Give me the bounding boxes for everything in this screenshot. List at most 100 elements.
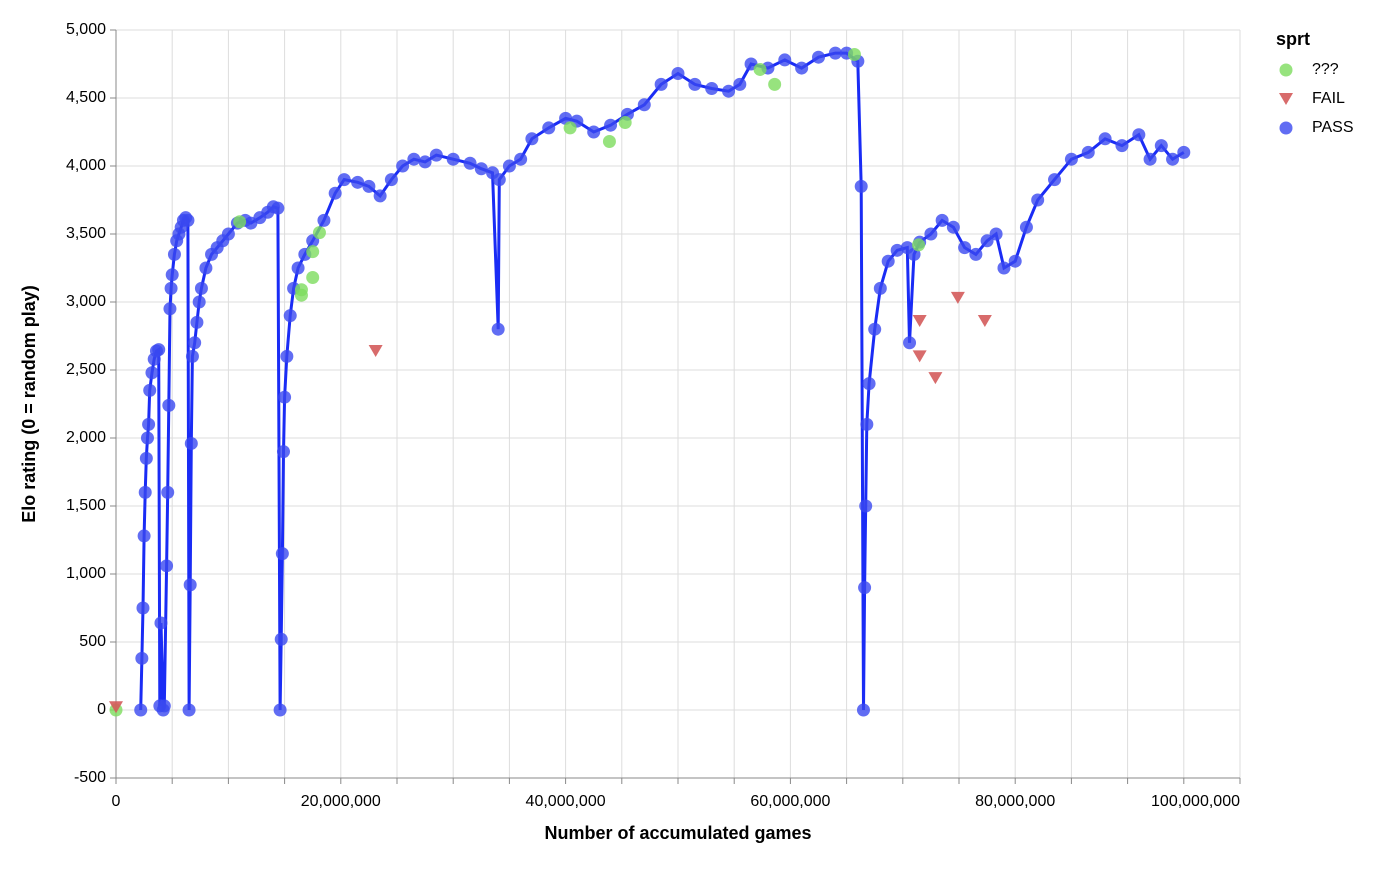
point <box>705 81 719 95</box>
point <box>958 241 972 255</box>
y-axis-label: Elo rating (0 = random play) <box>19 285 39 523</box>
y-tick-label: -500 <box>74 769 106 786</box>
legend-title: sprt <box>1276 29 1310 49</box>
y-tick-label: 4,500 <box>66 89 106 106</box>
x-tick-label: 40,000,000 <box>526 793 606 810</box>
point <box>587 125 601 139</box>
point <box>429 148 443 162</box>
point <box>190 315 204 329</box>
point <box>274 632 288 646</box>
legend-symbol <box>1279 63 1293 77</box>
y-tick-label: 4,000 <box>66 157 106 174</box>
point <box>671 67 685 81</box>
point <box>373 189 387 203</box>
x-tick-label: 60,000,000 <box>750 793 830 810</box>
point <box>167 247 181 261</box>
x-tick-label: 0 <box>112 793 121 810</box>
point <box>145 366 159 380</box>
point <box>778 53 792 67</box>
point <box>278 390 292 404</box>
point <box>753 62 767 76</box>
x-tick-label: 100,000,000 <box>1151 793 1240 810</box>
x-axis-label: Number of accumulated games <box>544 823 811 843</box>
point <box>862 377 876 391</box>
point <box>854 179 868 193</box>
point <box>903 336 917 350</box>
point <box>1008 254 1022 268</box>
point <box>396 159 410 173</box>
point <box>1154 139 1168 153</box>
point <box>163 302 177 316</box>
point <box>328 186 342 200</box>
point <box>637 98 651 112</box>
point <box>138 485 152 499</box>
x-tick-label: 80,000,000 <box>975 793 1055 810</box>
point <box>306 245 320 259</box>
legend-symbol <box>1279 93 1293 105</box>
point <box>542 121 556 135</box>
point <box>276 445 290 459</box>
point <box>912 350 927 363</box>
point <box>418 155 432 169</box>
point <box>722 84 736 98</box>
point <box>912 315 927 328</box>
point <box>273 703 287 717</box>
point <box>165 268 179 282</box>
point <box>337 173 351 187</box>
point <box>368 344 383 357</box>
point <box>283 309 297 323</box>
point <box>134 703 148 717</box>
point <box>271 201 285 215</box>
point <box>604 118 618 132</box>
point <box>188 336 202 350</box>
point <box>233 215 247 229</box>
point <box>912 238 926 252</box>
point <box>847 47 861 61</box>
legend-symbol <box>1279 121 1293 135</box>
point <box>142 417 156 431</box>
point <box>1048 173 1062 187</box>
point <box>194 281 208 295</box>
point <box>199 261 213 275</box>
y-tick-label: 2,000 <box>66 429 106 446</box>
point <box>492 173 506 187</box>
point <box>969 247 983 261</box>
x-tick-label: 20,000,000 <box>301 793 381 810</box>
legend-label: FAIL <box>1312 90 1345 107</box>
point <box>1132 128 1146 142</box>
series-line <box>139 51 1185 711</box>
legend-label: PASS <box>1312 119 1354 136</box>
point <box>1031 193 1045 207</box>
y-tick-label: 1,000 <box>66 565 106 582</box>
point <box>858 581 872 595</box>
point <box>161 485 175 499</box>
point <box>474 162 488 176</box>
point <box>514 152 528 166</box>
point <box>768 77 782 91</box>
point <box>157 699 171 713</box>
point <box>688 77 702 91</box>
point <box>182 703 196 717</box>
point <box>890 243 904 257</box>
y-tick-label: 0 <box>97 701 106 718</box>
point <box>881 254 895 268</box>
point <box>221 227 235 241</box>
point <box>928 372 943 385</box>
point <box>1098 132 1112 146</box>
point <box>1019 220 1033 234</box>
y-tick-label: 5,000 <box>66 21 106 38</box>
point <box>1166 152 1180 166</box>
point <box>618 115 632 129</box>
y-tick-label: 2,500 <box>66 361 106 378</box>
point <box>502 159 516 173</box>
point <box>654 77 668 91</box>
point <box>856 703 870 717</box>
point <box>989 227 1003 241</box>
point <box>160 559 174 573</box>
point <box>185 349 199 363</box>
point <box>291 261 305 275</box>
point <box>463 156 477 170</box>
point <box>362 179 376 193</box>
